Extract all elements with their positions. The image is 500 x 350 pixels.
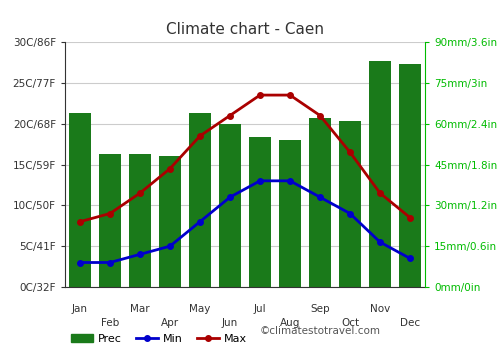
Text: Jan: Jan	[72, 304, 88, 314]
Max	[77, 219, 83, 224]
Text: Oct: Oct	[341, 317, 359, 328]
Max	[167, 167, 173, 171]
Min	[227, 195, 233, 199]
Line: Min: Min	[77, 178, 413, 265]
Legend: Prec, Min, Max: Prec, Min, Max	[70, 334, 248, 344]
Bar	[339, 121, 361, 287]
Text: Nov: Nov	[370, 304, 390, 314]
Min	[347, 211, 353, 216]
Title: Climate chart - Caen: Climate chart - Caen	[166, 22, 324, 37]
Bar	[279, 140, 301, 287]
Text: Aug: Aug	[280, 317, 300, 328]
Max	[377, 191, 383, 195]
Bar	[159, 156, 181, 287]
Text: Feb: Feb	[101, 317, 119, 328]
Max	[197, 134, 203, 138]
Bar	[249, 137, 271, 287]
Min	[167, 244, 173, 248]
Bar	[129, 154, 151, 287]
Bar	[99, 154, 121, 287]
Max	[347, 150, 353, 154]
Min	[287, 179, 293, 183]
Max	[257, 93, 263, 97]
Bar	[69, 113, 91, 287]
Bar	[219, 124, 241, 287]
Text: May: May	[190, 304, 210, 314]
Text: Apr: Apr	[161, 317, 179, 328]
Text: Jul: Jul	[254, 304, 266, 314]
Min	[77, 260, 83, 265]
Min	[407, 256, 413, 260]
Text: Sep: Sep	[310, 304, 330, 314]
Text: Jun: Jun	[222, 317, 238, 328]
Text: Dec: Dec	[400, 317, 420, 328]
Min	[317, 195, 323, 199]
Bar	[399, 64, 421, 287]
Max	[137, 191, 143, 195]
Bar	[369, 61, 391, 287]
Min	[197, 219, 203, 224]
Max	[317, 113, 323, 118]
Bar	[309, 118, 331, 287]
Max	[227, 113, 233, 118]
Min	[107, 260, 113, 265]
Line: Max: Max	[77, 92, 413, 224]
Max	[287, 93, 293, 97]
Text: Mar: Mar	[130, 304, 150, 314]
Max	[407, 216, 413, 220]
Min	[137, 252, 143, 257]
Text: ©climatestotravel.com: ©climatestotravel.com	[260, 326, 381, 336]
Min	[377, 240, 383, 244]
Bar	[189, 113, 211, 287]
Max	[107, 211, 113, 216]
Min	[257, 179, 263, 183]
